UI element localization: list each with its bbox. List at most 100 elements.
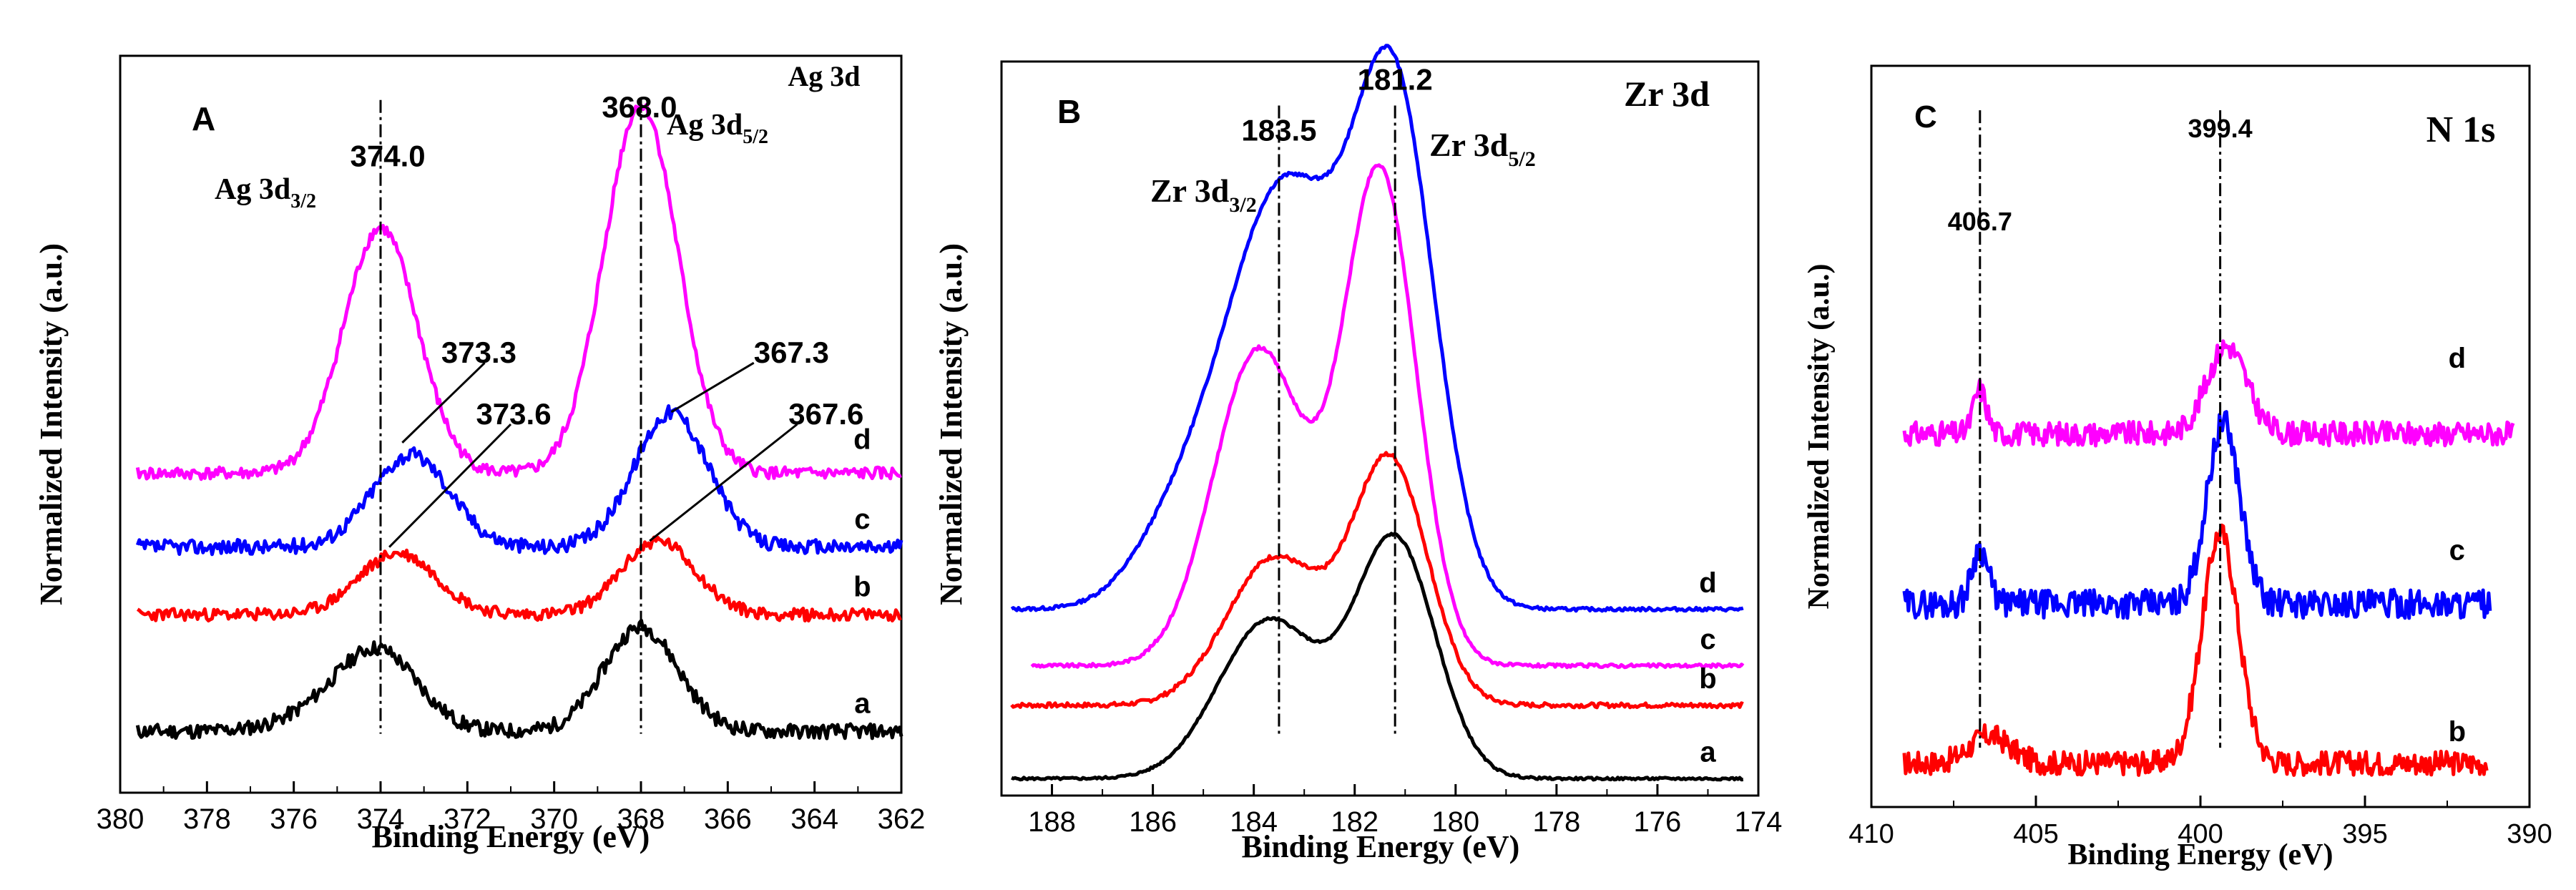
x-tick-label: 180 [1431,806,1479,838]
series-label-c: c [2449,535,2465,567]
x-tick-label: 364 [790,803,838,835]
series-label-b: b [853,571,871,602]
series-label-d: d [853,424,871,455]
panel-b-zr3d52-label: Zr 3d5/2 [1429,127,1536,171]
series-label-d: d [1699,567,1716,599]
x-tick-label: 184 [1230,806,1278,838]
panel-b-reference-lines [1278,105,1396,737]
series-label-a: a [1700,737,1716,768]
panel-b-zr3d52-sub: 5/2 [1508,147,1535,171]
panel-c: 410 405 400 395 390 b c d 406.7 399.4 C N 1s Bin… [1803,64,2552,871]
series-label-c: c [854,504,870,535]
x-tick-label: 370 [530,803,578,835]
panel-a-ag3d32-base: Ag 3d [215,173,290,206]
panel-a-y-axis-title: Normalized Intensity (a.u.) [34,243,69,605]
peak-annotation: 367.6 [788,397,863,431]
panel-b-zr3d52-base: Zr 3d [1429,127,1509,163]
series-line-c [1902,410,2492,620]
x-tick-label: 182 [1331,806,1378,838]
x-tick-label: 376 [270,803,318,835]
peak-annotation: 374.0 [351,140,426,173]
x-tick-label: 390 [2507,819,2552,849]
peak-annotation: 183.5 [1241,113,1316,147]
x-tick-label: 410 [1848,819,1894,849]
panel-a-series [135,102,903,740]
series-line-d [135,102,902,481]
panel-a: 380 378 376 374 372 370 368 366 364 362 a b c d 374.0… [34,54,926,854]
panel-b-label: B [1057,93,1081,130]
series-line-d [1010,44,1744,613]
series-line-b [1010,451,1744,710]
x-tick-label: 372 [444,803,491,835]
x-tick-label: 374 [357,803,405,835]
x-tick-label: 395 [2342,819,2387,849]
annotation-leader-line [388,423,512,548]
x-tick-label: 362 [878,803,926,835]
series-line-a [1011,532,1744,782]
panel-b-x-axis-title: Binding Energy (eV) [1242,829,1520,864]
panel-c-annotations: b c d 406.7 399.4 [1948,114,2466,748]
panel-a-reference-lines [379,99,642,734]
panel-c-x-axis-title: Binding Energy (eV) [2067,838,2333,871]
x-tick-label: 366 [704,803,752,835]
peak-annotation: 399.4 [2188,114,2253,143]
panel-b-title: Zr 3d [1624,74,1710,114]
panel-c-y-axis-title: Normalized Intensity (a.u.) [1803,264,1836,610]
panel-b: 188 186 184 182 180 178 176 174 abcd183.5181.2 … [934,44,1782,864]
series-line-b [136,535,902,623]
panel-a-ag3d32-sub: 3/2 [290,190,316,212]
annotation-leader-line [649,423,798,542]
panel-b-zr3d32-base: Zr 3d [1150,172,1230,209]
panel-a-x-axis-title: Binding Energy (eV) [372,819,650,854]
panel-a-ag3d52-sub: 5/2 [743,126,768,148]
x-tick-label: 378 [183,803,231,835]
panel-a-title: Ag 3d [788,60,860,92]
peak-annotation: 181.2 [1358,62,1433,96]
panel-b-zr3d32-label: Zr 3d3/2 [1150,172,1257,217]
panel-a-annotations: a b c d 374.0 368.0 373.3 373.6 367.3 367.6 [351,90,871,720]
series-line-c [135,404,903,557]
annotation-leader-line [401,362,486,444]
panel-a-ag3d52-base: Ag 3d [667,109,743,142]
series-line-c [1030,163,1745,670]
x-tick-label: 176 [1634,806,1682,838]
panel-c-reference-lines [1979,110,2222,748]
peak-annotation: 373.3 [441,336,516,369]
x-tick-label: 405 [2013,819,2058,849]
series-label-a: a [854,688,871,719]
peak-annotation: 406.7 [1948,207,2012,236]
x-tick-label: 178 [1532,806,1580,838]
panel-c-title: N 1s [2426,109,2496,150]
panel-a-x-ticks: 380 378 376 374 372 370 368 366 364 362 [97,781,926,835]
x-tick-label: 380 [97,803,145,835]
panel-b-x-ticks: 188 186 184 182 180 178 176 174 [1028,784,1782,838]
series-label-c: c [1700,624,1715,655]
annotation-leader-line [670,361,755,414]
peak-annotation: 373.6 [476,397,551,431]
panel-b-zr3d32-sub: 3/2 [1229,193,1256,217]
x-tick-label: 188 [1028,806,1076,838]
x-tick-label: 368 [617,803,665,835]
x-tick-label: 174 [1735,806,1783,838]
x-tick-label: 186 [1129,806,1177,838]
panel-c-series [1902,339,2515,777]
series-label-b: b [2449,716,2466,748]
series-label-d: d [2449,343,2466,374]
peak-annotation: 367.3 [754,336,829,369]
x-tick-label: 400 [2178,819,2223,849]
panel-b-annotations: a bcd 183.5 181.2 [1241,62,1716,768]
series-line-b [1902,523,2489,777]
panel-a-ag3d52-label: Ag 3d5/2 [667,109,768,148]
series-line-a [135,618,903,740]
panel-b-y-axis-title: Normalized Intensity (a.u.) [934,243,969,605]
panel-c-x-ticks: 410 405 400 395 390 [1848,796,2552,849]
series-line-d [1902,339,2515,448]
peak-annotation: 368.0 [602,90,677,124]
panel-b-frame [1000,60,1760,797]
panel-a-ag3d32-label: Ag 3d3/2 [215,173,316,212]
panel-c-label: C [1914,99,1937,135]
series-label-b: b [1699,663,1716,695]
panel-a-label: A [192,100,215,137]
